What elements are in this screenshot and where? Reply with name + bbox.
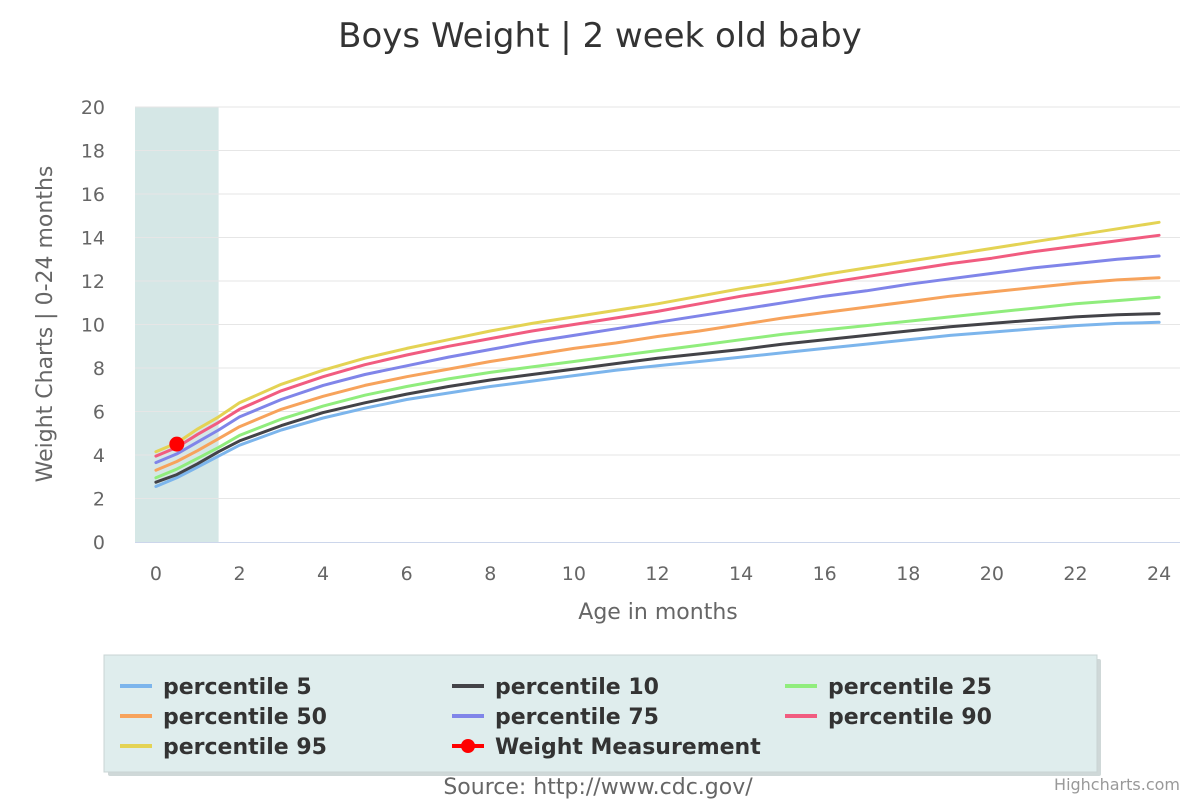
x-tick-label: 2 xyxy=(233,563,245,585)
y-tick-label: 14 xyxy=(81,228,105,250)
legend: percentile 5 percentile 10 percentile 25 pe… xyxy=(103,654,1101,776)
legend-label: percentile 90 xyxy=(828,705,992,730)
x-tick-label: 0 xyxy=(150,563,162,585)
y-tick-label: 20 xyxy=(81,97,105,119)
legend-box xyxy=(103,654,1098,773)
y-tick-label: 12 xyxy=(81,271,105,293)
x-tick-label: 10 xyxy=(562,563,586,585)
chart-title: Boys Weight | 2 week old baby xyxy=(338,16,862,56)
source-caption: Source: http://www.cdc.gov/ xyxy=(443,775,753,800)
y-tick-label: 2 xyxy=(93,489,105,511)
x-tick-label: 4 xyxy=(317,563,329,585)
weight-measurement-point[interactable] xyxy=(169,436,185,452)
legend-item[interactable]: percentile 95 xyxy=(120,735,327,760)
legend-label: percentile 25 xyxy=(828,675,992,700)
y-tick-label: 18 xyxy=(81,141,105,163)
x-tick-label: 24 xyxy=(1147,563,1171,585)
legend-item[interactable]: percentile 10 xyxy=(452,675,659,700)
legend-label: percentile 10 xyxy=(495,675,659,700)
x-tick-label: 6 xyxy=(401,563,413,585)
x-tick-label: 20 xyxy=(980,563,1004,585)
y-tick-label: 0 xyxy=(93,532,105,554)
legend-item[interactable]: percentile 50 xyxy=(120,705,327,730)
y-tick-label: 10 xyxy=(81,315,105,337)
x-tick-label: 12 xyxy=(645,563,669,585)
x-tick-label: 8 xyxy=(484,563,496,585)
series-line-percentile-5[interactable] xyxy=(154,320,1161,488)
y-tick-label: 16 xyxy=(81,184,105,206)
legend-item[interactable]: percentile 90 xyxy=(785,705,992,730)
series-line-percentile-90[interactable] xyxy=(154,233,1161,458)
x-tick-label: 16 xyxy=(813,563,837,585)
series-line-percentile-75[interactable] xyxy=(154,254,1161,465)
legend-label: percentile 50 xyxy=(163,705,327,730)
credits-link[interactable]: Highcharts.com xyxy=(1054,775,1180,794)
y-tick-label: 8 xyxy=(93,358,105,380)
legend-item[interactable]: Weight Measurement xyxy=(452,735,761,760)
legend-label: Weight Measurement xyxy=(495,735,761,760)
x-axis-title: Age in months xyxy=(578,600,737,625)
x-tick-label: 22 xyxy=(1063,563,1087,585)
x-tick-label: 18 xyxy=(896,563,920,585)
y-tick-label: 4 xyxy=(93,445,105,467)
x-tick-label: 14 xyxy=(729,563,753,585)
y-tick-label: 6 xyxy=(93,402,105,424)
series-line-percentile-10[interactable] xyxy=(154,312,1161,484)
legend-label: percentile 75 xyxy=(495,705,659,730)
legend-label: percentile 5 xyxy=(163,675,312,700)
legend-marker xyxy=(461,739,475,753)
y-axis-title: Weight Charts | 0-24 months xyxy=(33,166,58,483)
legend-label: percentile 95 xyxy=(163,735,327,760)
legend-item[interactable]: percentile 75 xyxy=(452,705,659,730)
series-line-percentile-25[interactable] xyxy=(154,295,1161,480)
series-line-percentile-50[interactable] xyxy=(154,276,1161,472)
series-line-percentile-95[interactable] xyxy=(154,220,1161,454)
legend-item[interactable]: percentile 5 xyxy=(120,675,312,700)
legend-item[interactable]: percentile 25 xyxy=(785,675,992,700)
